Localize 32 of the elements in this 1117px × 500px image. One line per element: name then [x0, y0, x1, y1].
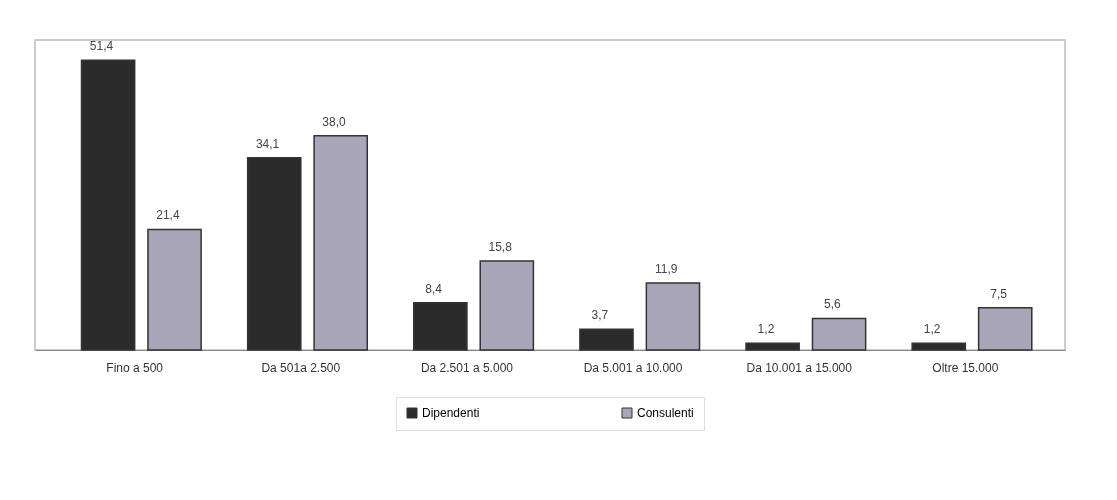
data-label: 51,4 [89, 39, 114, 54]
bar [977, 306, 1033, 351]
data-label: 11,9 [655, 261, 678, 276]
bar [413, 301, 468, 351]
bar [147, 228, 202, 351]
bar [745, 342, 800, 351]
x-tick-label: Da 501a 2.500 [261, 360, 341, 375]
data-label: 34,1 [255, 136, 280, 151]
bar [579, 328, 634, 351]
data-label: 5,6 [824, 297, 842, 312]
bar [911, 342, 967, 351]
bar [313, 135, 369, 351]
bar [811, 317, 867, 351]
data-label: 15,8 [488, 239, 513, 254]
legend-label: Dipendenti [422, 406, 480, 420]
x-tick-label: Da 10.001 a 15.000 [746, 360, 853, 375]
x-tick-label: Da 5.001 a 10.000 [583, 360, 683, 375]
bar [246, 157, 302, 351]
bar [479, 260, 535, 351]
data-label: 38,0 [322, 114, 347, 129]
bar [80, 59, 136, 351]
data-label: 7,5 [990, 286, 1008, 301]
data-label: 8,4 [425, 281, 443, 296]
data-label: 21,4 [156, 208, 180, 223]
x-tick-label: Da 2.501 a 5.000 [420, 360, 514, 375]
x-tick-label: Fino a 500 [106, 360, 164, 375]
bar [645, 282, 701, 351]
data-label: 1,2 [923, 322, 941, 337]
x-tick-label: Oltre 15.000 [932, 360, 999, 375]
legend-label: Consulenti [637, 406, 694, 420]
data-label: 1,2 [757, 322, 775, 337]
data-label: 3,7 [591, 308, 609, 323]
